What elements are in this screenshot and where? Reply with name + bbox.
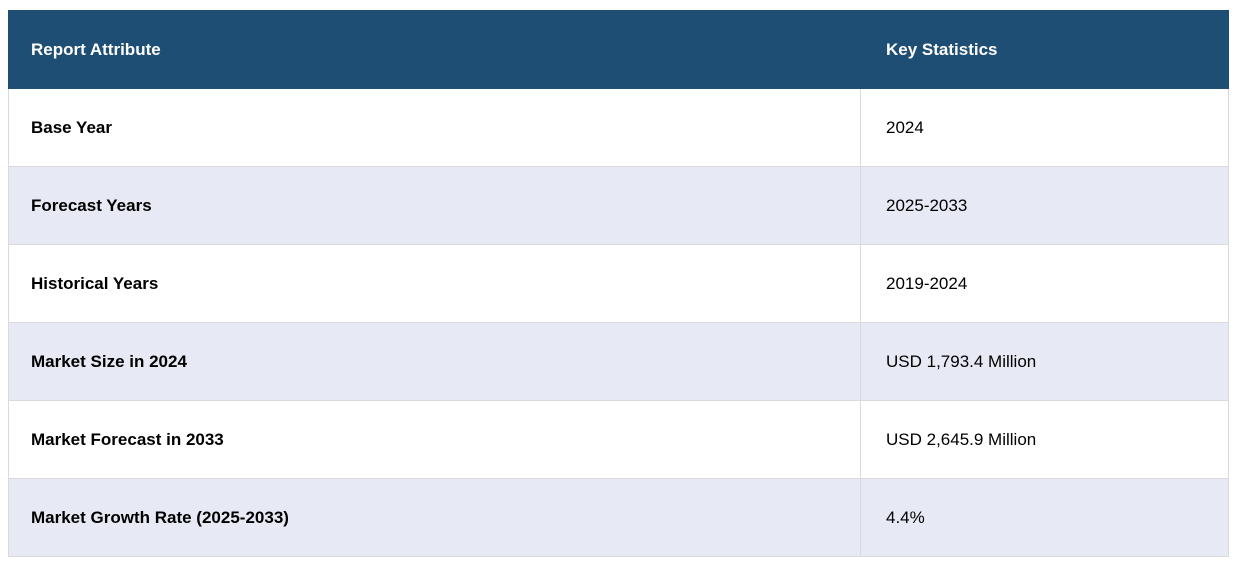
report-attributes-table-container: Report Attribute Key Statistics Base Yea…: [8, 10, 1229, 557]
attribute-cell: Forecast Years: [8, 166, 861, 245]
header-row: Report Attribute Key Statistics: [8, 10, 1229, 89]
attribute-cell: Historical Years: [8, 244, 861, 323]
report-attributes-table: Report Attribute Key Statistics Base Yea…: [8, 10, 1229, 557]
attribute-cell: Market Size in 2024: [8, 322, 861, 401]
value-cell: 2025-2033: [860, 166, 1229, 245]
table-row-forecast-years: Forecast Years 2025-2033: [8, 166, 1229, 245]
table-header: Report Attribute Key Statistics: [8, 10, 1229, 89]
value-cell: USD 1,793.4 Million: [860, 322, 1229, 401]
table-row-historical-years: Historical Years 2019-2024: [8, 244, 1229, 323]
value-cell: 4.4%: [860, 478, 1229, 557]
attribute-cell: Base Year: [8, 88, 861, 167]
table-row-market-size-2024: Market Size in 2024 USD 1,793.4 Million: [8, 322, 1229, 401]
attribute-cell: Market Forecast in 2033: [8, 400, 861, 479]
table-row-market-forecast-2033: Market Forecast in 2033 USD 2,645.9 Mill…: [8, 400, 1229, 479]
attribute-cell: Market Growth Rate (2025-2033): [8, 478, 861, 557]
header-cell-report-attribute: Report Attribute: [8, 10, 861, 89]
value-cell: 2024: [860, 88, 1229, 167]
value-cell: 2019-2024: [860, 244, 1229, 323]
header-cell-key-statistics: Key Statistics: [860, 10, 1229, 89]
table-row-base-year: Base Year 2024: [8, 88, 1229, 167]
value-cell: USD 2,645.9 Million: [860, 400, 1229, 479]
table-row-market-growth-rate: Market Growth Rate (2025-2033) 4.4%: [8, 478, 1229, 557]
table-body: Base Year 2024 Forecast Years 2025-2033 …: [8, 88, 1229, 557]
